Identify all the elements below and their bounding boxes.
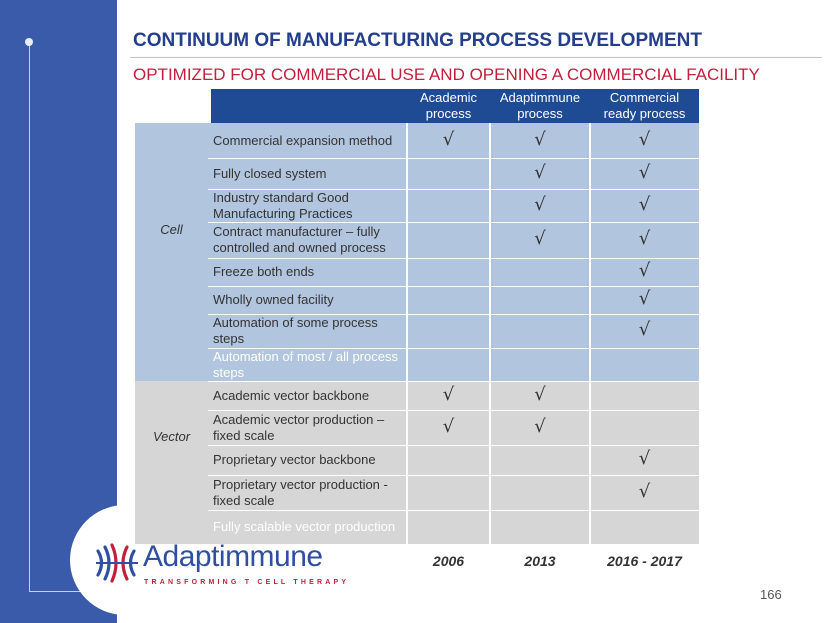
column-header-adaptimmune: Adaptimmune process: [499, 90, 581, 121]
checkmark-icon: √: [442, 383, 455, 405]
slide-title: CONTINUUM OF MANUFACTURING PROCESS DEVEL…: [133, 30, 702, 51]
group-label-vector: Vector: [152, 429, 191, 444]
slide-subtitle: OPTIMIZED FOR COMMERCIAL USE AND OPENING…: [133, 65, 760, 84]
decorative-dot: [25, 38, 33, 46]
checkmark-icon: √: [534, 383, 546, 405]
row-divider: [208, 348, 699, 349]
row-divider: [208, 286, 699, 287]
group-label-cell: Cell: [160, 222, 183, 237]
page-number: 166: [760, 587, 782, 602]
checkmark-icon: √: [534, 128, 546, 150]
checkmark-icon: √: [638, 228, 651, 249]
checkmark-icon: √: [638, 128, 651, 150]
cell-group-band: [135, 123, 699, 381]
checkmark-icon: √: [534, 228, 546, 249]
row-label: Academic vector backbone: [213, 387, 370, 403]
checkmark-icon: √: [638, 480, 651, 502]
row-label: Commercial expansion method: [213, 132, 393, 148]
year-commercial: 2016 - 2017: [607, 553, 682, 569]
checkmark-icon: √: [534, 415, 546, 437]
row-label: Contract manufacturer – fully controlled…: [213, 224, 386, 255]
checkmark-icon: √: [638, 448, 651, 469]
checkmark-icon: √: [442, 128, 455, 150]
row-label: Proprietary vector backbone: [213, 452, 376, 467]
row-divider: [208, 381, 699, 382]
row-label: Freeze both ends: [213, 264, 315, 279]
row-label: Fully scalable vector production: [213, 519, 396, 534]
year-academic: 2006: [432, 553, 465, 569]
row-divider: [208, 314, 699, 315]
row-divider: [208, 445, 699, 446]
logo-wordmark: Adaptimmune: [143, 540, 323, 573]
checkmark-icon: √: [638, 161, 651, 183]
title-divider: [130, 57, 822, 58]
row-label: Automation of most / all process steps: [213, 348, 398, 380]
header-row: [407, 89, 699, 123]
checkmark-icon: √: [638, 288, 651, 309]
decorative-vertical-line: [29, 42, 30, 592]
checkmark-icon: √: [534, 161, 546, 183]
row-divider: [208, 189, 699, 190]
row-label: Proprietary vector production - fixed sc…: [213, 476, 388, 508]
row-label: Academic vector production – fixed scale: [213, 411, 385, 443]
row-divider: [208, 158, 699, 159]
checkmark-icon: √: [534, 193, 546, 215]
decorative-horizontal-line: [29, 591, 91, 592]
row-divider: [208, 510, 699, 511]
checkmark-icon: √: [638, 319, 651, 340]
column-header-academic: Academic process: [419, 90, 478, 121]
row-divider: [208, 475, 699, 476]
checkmark-icon: √: [638, 193, 651, 215]
column-header-commercial: Commercial ready process: [603, 90, 686, 121]
row-label: Industry standard Good Manufacturing Pra…: [213, 189, 353, 221]
vector-group-band: [135, 381, 699, 544]
row-label: Fully closed system: [213, 165, 327, 181]
checkmark-icon: √: [638, 260, 651, 281]
adaptimmune-logo-icon: [96, 543, 138, 583]
year-adaptimmune: 2013: [524, 553, 556, 569]
logo-tagline: TRANSFORMING T CELL THERAPY: [144, 579, 350, 586]
column-divider: [406, 123, 408, 544]
row-divider: [208, 410, 699, 411]
row-label: Automation of some process steps: [213, 315, 378, 346]
checkmark-icon: √: [442, 415, 455, 437]
row-divider: [208, 222, 699, 223]
header-blank-cell: [211, 89, 407, 123]
row-divider: [208, 258, 699, 259]
column-divider: [589, 123, 591, 544]
row-label: Wholly owned facility: [213, 292, 334, 307]
column-divider: [489, 123, 491, 544]
